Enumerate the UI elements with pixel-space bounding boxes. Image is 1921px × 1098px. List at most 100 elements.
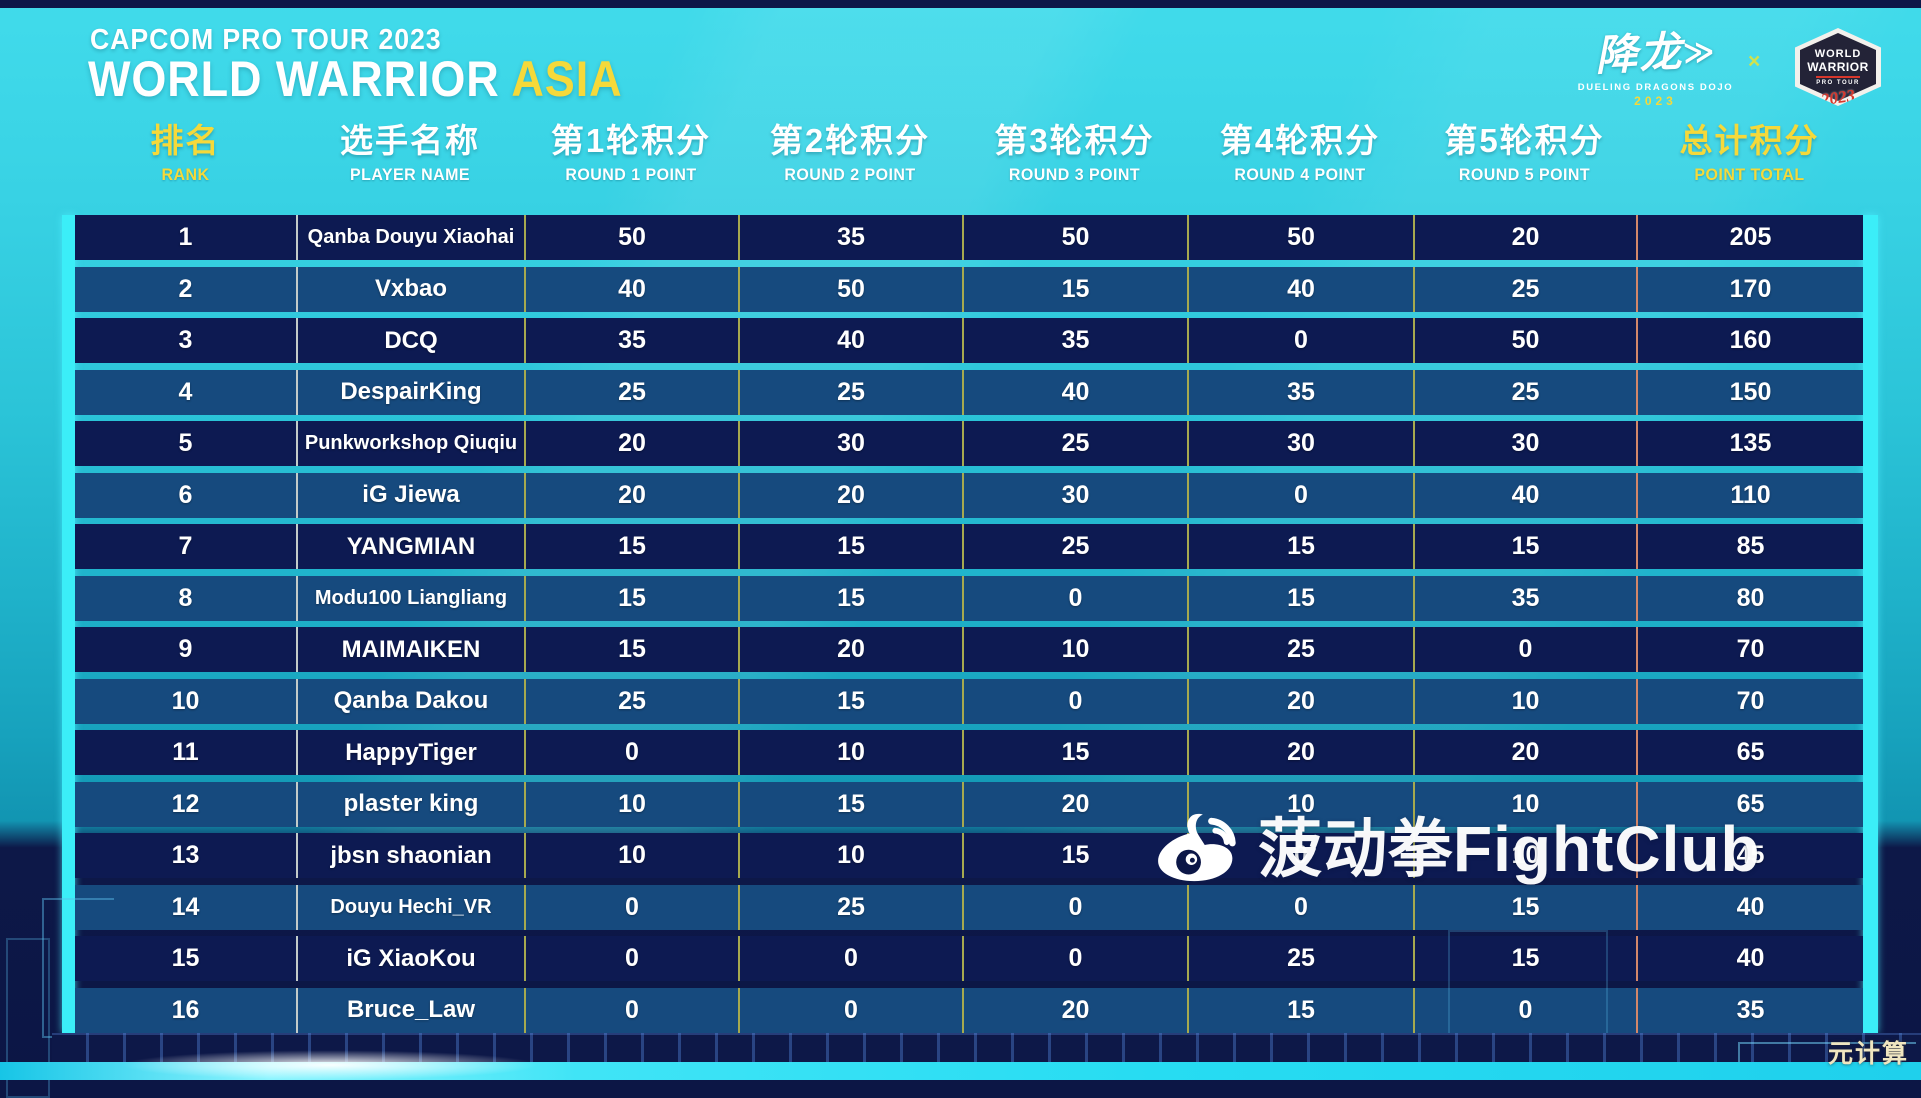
round-point-cell: 10 — [1187, 781, 1413, 827]
rank-cell: 13 — [171, 841, 200, 869]
point-total-cell: 85 — [1636, 524, 1863, 569]
badge-pro-tour: PRO TOUR — [1816, 80, 1860, 86]
round-point-cell: 15 — [738, 524, 962, 569]
column-header-en: ROUND 1 POINT — [565, 165, 697, 184]
round-point-cell: 15 — [1413, 884, 1636, 930]
column-header-player-name: 选手名称 PLAYER NAME — [296, 114, 524, 185]
round-point-cell: 25 — [738, 884, 962, 930]
rank-cell: 10 — [171, 686, 200, 715]
round-point-cell: 0 — [962, 884, 1187, 930]
round-point-cell: 15 — [738, 575, 962, 621]
player-name-cell: Qanba Dakou — [296, 678, 524, 724]
round-point-cell: 10 — [524, 833, 738, 878]
round-point-cell: 25 — [1413, 369, 1636, 415]
round-point-cell: 25 — [1187, 936, 1413, 981]
point-total-cell: 135 — [1636, 421, 1863, 466]
column-header-zh: 排名 — [150, 122, 221, 159]
point-total-cell: 170 — [1636, 266, 1863, 312]
rank-cell: 3 — [178, 326, 193, 354]
rank-cell: 8 — [178, 583, 193, 612]
player-name-cell: DCQ — [296, 318, 524, 363]
round-point-cell: 10 — [1413, 833, 1636, 878]
page-title: WORLD WARRIOR ASIA — [88, 50, 623, 108]
watermark-text: 菠动拳FightClub — [1258, 813, 1761, 885]
round-point-cell: 20 — [524, 472, 738, 518]
table-row: 16 Bruce_Law 0 0 20 15 0 35 — [75, 987, 1863, 1033]
top-edge-strip — [0, 0, 1921, 8]
player-name-cell: Bruce_Law — [296, 987, 524, 1033]
table-row: 10 Qanba Dakou 25 15 0 20 10 70 — [75, 678, 1863, 724]
standings-header-row: 排名 RANK 选手名称 PLAYER NAME 第1轮积分 ROUND 1 POINT 第… — [75, 114, 1863, 185]
point-total-cell: 70 — [1636, 678, 1863, 724]
column-header-round-4-point: 第4轮积分 ROUND 4 POINT — [1187, 114, 1413, 185]
table-row: 3 DCQ 35 40 35 0 50 160 — [75, 318, 1863, 363]
table-row: 6 iG Jiewa 20 20 30 0 40 110 — [75, 472, 1863, 518]
round-point-cell: 0 — [1413, 987, 1636, 1033]
round-point-cell: 25 — [524, 678, 738, 724]
round-point-cell: 0 — [1187, 318, 1413, 363]
round-point-cell: 30 — [1187, 421, 1413, 466]
round-point-cell: 35 — [962, 318, 1187, 363]
column-header-point-total: 总计积分 POINT TOTAL — [1636, 114, 1863, 185]
round-point-cell: 25 — [524, 369, 738, 415]
round-point-cell: 25 — [962, 421, 1187, 466]
page-title-white: WORLD WARRIOR — [88, 51, 500, 107]
point-total-cell: 35 — [1636, 987, 1863, 1033]
table-row: 15 iG XiaoKou 0 0 0 25 15 40 — [75, 936, 1863, 981]
column-header-round-2-point: 第2轮积分 ROUND 2 POINT — [738, 114, 962, 185]
round-point-cell: 20 — [1187, 678, 1413, 724]
round-point-cell: 15 — [738, 678, 962, 724]
table-row: 12 plaster king 10 15 20 10 10 65 — [75, 781, 1863, 827]
round-point-cell: 20 — [962, 781, 1187, 827]
round-point-cell: 15 — [1187, 987, 1413, 1033]
table-row: 5 Punkworkshop Qiuqiu 20 30 25 30 30 135 — [75, 421, 1863, 466]
round-point-cell: 0 — [1413, 627, 1636, 672]
column-header-rank: 排名 RANK — [75, 114, 296, 185]
rank-cell: 12 — [171, 789, 200, 818]
round-point-cell: 10 — [524, 781, 738, 827]
round-point-cell: 30 — [1413, 421, 1636, 466]
player-name-cell: iG XiaoKou — [296, 936, 524, 981]
dojo-logo-chinese: 降龙 — [1593, 27, 1685, 80]
player-name-cell: HappyTiger — [296, 730, 524, 775]
round-point-cell: 15 — [962, 833, 1187, 878]
table-row: 4 DespairKing 25 25 40 35 25 150 — [75, 369, 1863, 415]
round-point-cell: 0 — [962, 678, 1187, 724]
table-row: 2 Vxbao 40 50 15 40 25 170 — [75, 266, 1863, 312]
circuit-decoration — [42, 898, 114, 1038]
round-point-cell: 15 — [962, 266, 1187, 312]
round-point-cell: 15 — [524, 524, 738, 569]
badge-warrior: WARRIOR — [1807, 60, 1869, 74]
round-point-cell: 35 — [1187, 369, 1413, 415]
round-point-cell: 40 — [1187, 266, 1413, 312]
logo-separator-x: × — [1748, 50, 1761, 73]
table-row: 8 Modu100 Liangliang 15 15 0 15 35 80 — [75, 575, 1863, 621]
round-point-cell: 20 — [1413, 730, 1636, 775]
page-title-accent: ASIA — [511, 51, 623, 107]
column-header-zh: 选手名称 — [340, 122, 480, 159]
table-left-border — [62, 215, 75, 1033]
point-total-cell: 110 — [1636, 472, 1863, 518]
round-point-cell: 40 — [524, 266, 738, 312]
round-point-cell: 50 — [738, 266, 962, 312]
table-row: 7 YANGMIAN 15 15 25 15 15 85 — [75, 524, 1863, 569]
round-point-cell: 50 — [1413, 318, 1636, 363]
table-row: 11 HappyTiger 0 10 15 20 20 65 — [75, 730, 1863, 775]
player-name-cell: Punkworkshop Qiuqiu — [296, 421, 524, 466]
point-total-cell: 40 — [1636, 936, 1863, 981]
round-point-cell: 0 — [1187, 884, 1413, 930]
round-point-cell: 35 — [524, 318, 738, 363]
table-right-border — [1863, 215, 1878, 1033]
round-point-cell: 50 — [524, 215, 738, 260]
round-point-cell: 0 — [962, 575, 1187, 621]
point-total-cell: 65 — [1636, 781, 1863, 827]
point-total-cell: 40 — [1636, 884, 1863, 930]
round-point-cell: 50 — [1187, 215, 1413, 260]
round-point-cell: 0 — [962, 936, 1187, 981]
round-point-cell: 20 — [524, 421, 738, 466]
player-name-cell: plaster king — [296, 781, 524, 827]
rank-cell: 1 — [178, 223, 193, 251]
column-header-en: ROUND 4 POINT — [1234, 165, 1366, 184]
round-point-cell: 20 — [738, 627, 962, 672]
